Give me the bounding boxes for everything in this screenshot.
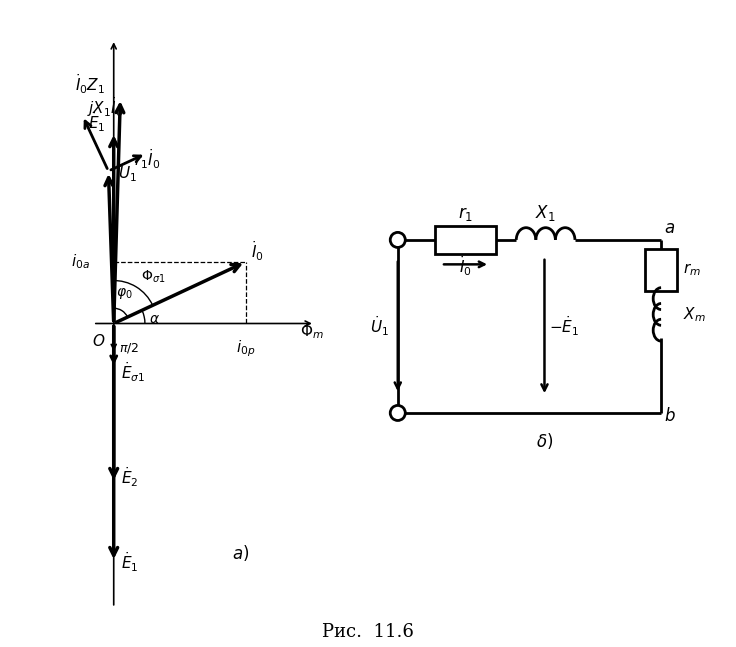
Text: $\dot{E}_1$: $\dot{E}_1$: [121, 550, 138, 574]
Text: Рис.  11.6: Рис. 11.6: [322, 622, 414, 641]
Text: $X_1$: $X_1$: [535, 203, 556, 223]
Bar: [645, 249, 677, 291]
Text: $jX_1\dot{I}_0$: $jX_1\dot{I}_0$: [87, 96, 123, 120]
Bar: [436, 226, 495, 254]
Text: $\varphi_0$: $\varphi_0$: [116, 286, 132, 301]
Text: $O$: $O$: [92, 333, 105, 349]
Text: $\alpha$: $\alpha$: [149, 312, 160, 326]
Text: $\dot{E}_2$: $\dot{E}_2$: [121, 465, 138, 489]
Text: $b$: $b$: [664, 407, 676, 425]
Text: $\dot{U}_1$: $\dot{U}_1$: [118, 160, 137, 184]
Text: $r_m$: $r_m$: [682, 261, 701, 278]
Text: $a)$: $a)$: [232, 543, 249, 563]
Text: $\dot{U}_1$: $\dot{U}_1$: [370, 314, 389, 338]
Text: $X_m$: $X_m$: [682, 305, 705, 324]
Text: $\Phi_{\sigma1}$: $\Phi_{\sigma1}$: [141, 269, 166, 285]
Text: $i_{0p}$: $i_{0p}$: [236, 339, 255, 359]
Text: $\dot{E}_{\sigma1}$: $\dot{E}_{\sigma1}$: [121, 360, 145, 384]
Text: $r_1\dot{I}_0$: $r_1\dot{I}_0$: [134, 148, 160, 171]
Text: $\dot{I}_0$: $\dot{I}_0$: [251, 239, 264, 263]
Text: $\dot{E}_1$: $\dot{E}_1$: [88, 111, 105, 134]
Text: $\dot{I}_0$: $\dot{I}_0$: [459, 255, 472, 278]
Text: $r_1$: $r_1$: [458, 205, 473, 223]
Text: $\Phi_m$: $\Phi_m$: [300, 322, 324, 341]
Text: $\pi/2$: $\pi/2$: [119, 341, 139, 355]
Text: $-\dot{E}_1$: $-\dot{E}_1$: [549, 314, 579, 338]
Text: $a$: $a$: [664, 219, 675, 237]
Text: $i_{0a}$: $i_{0a}$: [71, 252, 90, 271]
Text: $\dot{I}_0 Z_1$: $\dot{I}_0 Z_1$: [75, 72, 105, 96]
Text: $\delta)$: $\delta)$: [536, 431, 553, 451]
